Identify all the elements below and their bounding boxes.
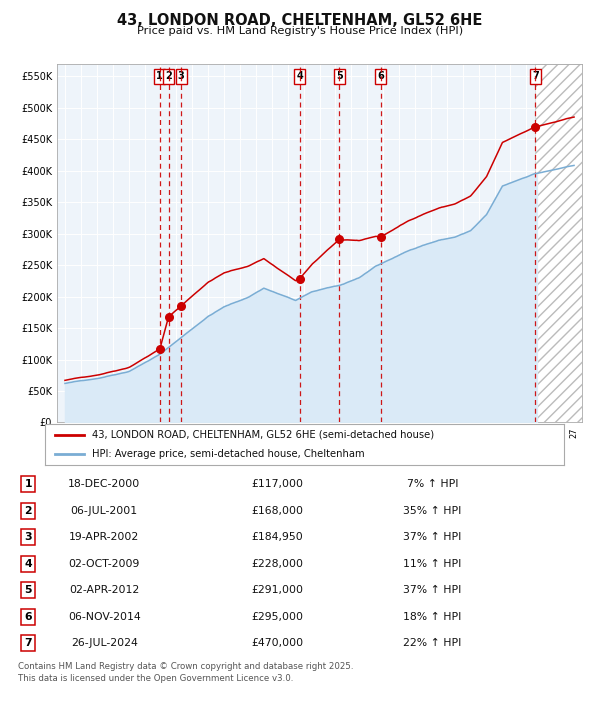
Text: 2: 2	[25, 506, 32, 515]
Text: 6: 6	[377, 72, 384, 82]
Bar	[535, 64, 582, 422]
Text: 1: 1	[157, 72, 163, 82]
Text: 1: 1	[25, 479, 32, 489]
Text: 06-NOV-2014: 06-NOV-2014	[68, 612, 140, 622]
Text: HPI: Average price, semi-detached house, Cheltenham: HPI: Average price, semi-detached house,…	[92, 449, 364, 459]
Text: 35% ↑ HPI: 35% ↑ HPI	[403, 506, 461, 515]
Text: 18-DEC-2000: 18-DEC-2000	[68, 479, 140, 489]
Text: £291,000: £291,000	[251, 585, 303, 595]
Text: 22% ↑ HPI: 22% ↑ HPI	[403, 638, 461, 648]
Text: 3: 3	[178, 72, 184, 82]
Text: £228,000: £228,000	[251, 559, 303, 569]
Text: 11% ↑ HPI: 11% ↑ HPI	[403, 559, 461, 569]
Text: 4: 4	[296, 72, 303, 82]
Text: 2: 2	[165, 72, 172, 82]
Text: 43, LONDON ROAD, CHELTENHAM, GL52 6HE (semi-detached house): 43, LONDON ROAD, CHELTENHAM, GL52 6HE (s…	[92, 430, 434, 440]
Text: £117,000: £117,000	[251, 479, 303, 489]
Text: 02-APR-2012: 02-APR-2012	[69, 585, 139, 595]
Text: 3: 3	[25, 532, 32, 542]
Text: 06-JUL-2001: 06-JUL-2001	[71, 506, 138, 515]
Text: 43, LONDON ROAD, CHELTENHAM, GL52 6HE: 43, LONDON ROAD, CHELTENHAM, GL52 6HE	[118, 13, 482, 28]
Text: £295,000: £295,000	[251, 612, 303, 622]
Text: 7: 7	[25, 638, 32, 648]
Text: Price paid vs. HM Land Registry's House Price Index (HPI): Price paid vs. HM Land Registry's House …	[137, 26, 463, 36]
Text: 7: 7	[532, 72, 539, 82]
Text: Contains HM Land Registry data © Crown copyright and database right 2025.
This d: Contains HM Land Registry data © Crown c…	[18, 662, 353, 683]
Text: 18% ↑ HPI: 18% ↑ HPI	[403, 612, 461, 622]
Text: 5: 5	[25, 585, 32, 595]
Bar	[535, 64, 582, 422]
Text: 37% ↑ HPI: 37% ↑ HPI	[403, 532, 461, 542]
Text: £168,000: £168,000	[251, 506, 303, 515]
Text: £470,000: £470,000	[251, 638, 303, 648]
Text: 26-JUL-2024: 26-JUL-2024	[71, 638, 137, 648]
Text: £184,950: £184,950	[251, 532, 303, 542]
Text: 6: 6	[25, 612, 32, 622]
Text: 19-APR-2002: 19-APR-2002	[69, 532, 139, 542]
Text: 4: 4	[25, 559, 32, 569]
Text: 7% ↑ HPI: 7% ↑ HPI	[407, 479, 458, 489]
Text: 02-OCT-2009: 02-OCT-2009	[68, 559, 140, 569]
Text: 37% ↑ HPI: 37% ↑ HPI	[403, 585, 461, 595]
Text: 5: 5	[336, 72, 343, 82]
